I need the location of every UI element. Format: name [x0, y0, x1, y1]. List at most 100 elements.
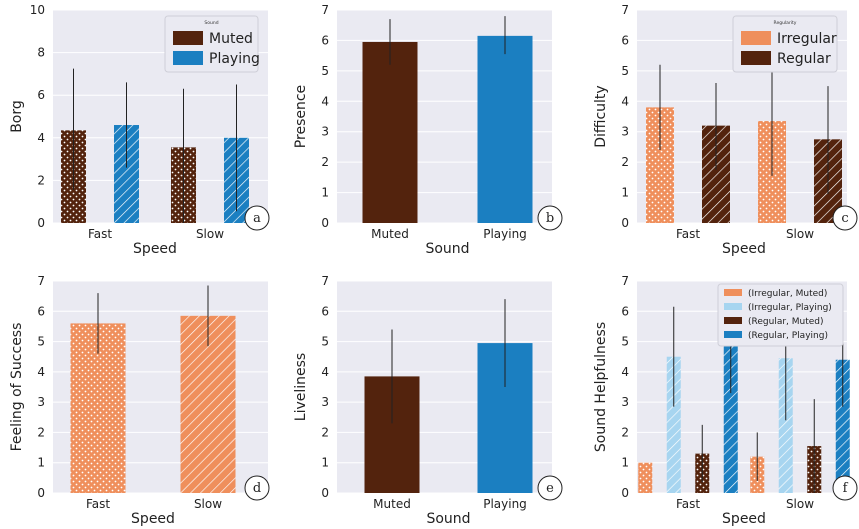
- y-tick-label: 4: [37, 131, 45, 145]
- y-tick-label: 4: [321, 365, 329, 379]
- y-tick-label: 6: [321, 33, 329, 47]
- panel-letter-badge: [244, 205, 270, 231]
- y-tick-label: 1: [321, 186, 329, 200]
- y-axis-label: Difficulty: [593, 85, 609, 147]
- bar-slow-regular-playing: [835, 359, 850, 493]
- y-tick-label: 7: [321, 3, 329, 17]
- x-tick-label: Fast: [676, 227, 700, 241]
- y-axis-label: Sound Helpfulness: [593, 322, 609, 452]
- panel-letter-badge: [244, 475, 270, 501]
- y-tick-label: 3: [621, 395, 629, 409]
- panel-letter: a: [253, 211, 261, 226]
- y-tick-label: 0: [37, 216, 45, 230]
- y-tick-label: 2: [37, 425, 45, 439]
- y-tick-label: 4: [321, 94, 329, 108]
- y-tick-label: 2: [621, 155, 629, 169]
- y-tick-label: 5: [321, 64, 329, 78]
- y-tick-label: 5: [37, 335, 45, 349]
- chart-panel-c: 0 1 2 3 4 5 6 7 Fast Slow Speed Difficulty c Regulari…: [593, 3, 858, 257]
- chart-panel-e: 0 1 2 3 4 5 6 7 Muted Playing Sound Liveliness e: [293, 274, 563, 527]
- y-tick-label: 7: [621, 274, 629, 288]
- legend-label: Muted: [209, 31, 253, 47]
- bar-slow-irregular-playing: [778, 358, 793, 493]
- y-tick-label: 5: [621, 64, 629, 78]
- y-tick-label: 2: [321, 425, 329, 439]
- legend-swatch: [724, 317, 742, 324]
- x-axis-label: Sound: [426, 511, 470, 527]
- y-axis-label: Feeling of Success: [9, 323, 25, 452]
- panel-letter: d: [253, 481, 261, 496]
- chart-panel-a: 0 2 4 6 8 10 Fast Slow Speed Borg a Sound Muted Playi…: [9, 3, 270, 257]
- legend-swatch: [724, 331, 742, 338]
- bar-playing: [477, 35, 533, 223]
- legend: Regularity Irregular Regular: [732, 15, 838, 73]
- chart-panel-b: 0 1 2 3 4 5 6 7 Muted Playing Sound Presence b: [293, 3, 563, 257]
- y-tick-label: 0: [37, 486, 45, 500]
- bar-muted: [362, 41, 418, 224]
- legend-label: (Regular, Playing): [748, 331, 828, 341]
- x-tick-label: Playing: [483, 497, 527, 511]
- y-tick-label: 7: [621, 3, 629, 17]
- panel-letter: f: [843, 481, 849, 496]
- legend-label: Regular: [777, 51, 831, 67]
- y-tick-label: 7: [321, 274, 329, 288]
- panel-letter: e: [546, 481, 554, 496]
- panel-letter: b: [546, 211, 554, 226]
- panel-letter-badge: [832, 205, 858, 231]
- x-axis-label: Speed: [722, 241, 766, 257]
- legend-swatch: [173, 51, 203, 65]
- legend-swatch: [724, 289, 742, 296]
- legend-title: Regularity: [774, 20, 797, 26]
- x-axis-label: Speed: [133, 241, 177, 257]
- y-tick-label: 6: [37, 304, 45, 318]
- x-tick-label: Fast: [88, 227, 112, 241]
- x-axis-label: Sound: [425, 241, 469, 257]
- legend: Sound Muted Playing: [164, 15, 260, 73]
- y-tick-label: 8: [37, 46, 45, 60]
- y-tick-label: 5: [621, 335, 629, 349]
- y-tick-label: 2: [37, 173, 45, 187]
- y-tick-label: 6: [621, 33, 629, 47]
- y-tick-label: 1: [621, 186, 629, 200]
- y-axis-label: Liveliness: [293, 353, 309, 421]
- x-axis-label: Speed: [722, 511, 766, 527]
- y-tick-label: 2: [621, 425, 629, 439]
- x-tick-label: Slow: [196, 227, 224, 241]
- y-tick-label: 4: [37, 365, 45, 379]
- legend-swatch: [741, 51, 771, 65]
- x-tick-label: Slow: [786, 497, 814, 511]
- chart-panel-d: 0 1 2 3 4 5 6 7 Fast Slow Speed Feeling of Success d: [9, 274, 270, 527]
- x-tick-label: Muted: [371, 227, 409, 241]
- y-tick-label: 3: [321, 395, 329, 409]
- chart-panel-f: 0 1 2 3 4 5 6 7 Fast Slow Speed Sound Helpfulness f (…: [593, 274, 858, 527]
- y-tick-label: 4: [621, 94, 629, 108]
- x-tick-label: Slow: [786, 227, 814, 241]
- panel-letter-badge: [832, 475, 858, 501]
- legend-title: Sound: [204, 20, 218, 26]
- y-tick-label: 2: [321, 155, 329, 169]
- bar-fast-regular-playing: [723, 341, 738, 493]
- bar-fast-irregular-playing: [666, 356, 681, 493]
- y-tick-label: 6: [621, 304, 629, 318]
- legend-label: (Regular, Muted): [748, 317, 824, 327]
- y-tick-label: 0: [621, 216, 629, 230]
- x-axis-label: Speed: [131, 511, 175, 527]
- legend-label: (Irregular, Playing): [748, 303, 832, 313]
- y-tick-label: 5: [321, 335, 329, 349]
- panel-letter: c: [841, 211, 848, 226]
- legend-swatch: [741, 31, 771, 45]
- panel-letter-badge: [537, 205, 563, 231]
- y-tick-label: 3: [321, 125, 329, 139]
- y-tick-label: 7: [37, 274, 45, 288]
- y-tick-label: 1: [621, 456, 629, 470]
- legend-label: (Irregular, Muted): [748, 289, 827, 299]
- x-tick-label: Fast: [676, 497, 700, 511]
- x-tick-label: Slow: [194, 497, 222, 511]
- y-tick-label: 3: [37, 395, 45, 409]
- y-tick-label: 6: [321, 304, 329, 318]
- y-tick-label: 0: [321, 216, 329, 230]
- legend-swatch: [724, 303, 742, 310]
- bar-fast-irregular-muted: [638, 462, 653, 493]
- y-tick-label: 4: [621, 365, 629, 379]
